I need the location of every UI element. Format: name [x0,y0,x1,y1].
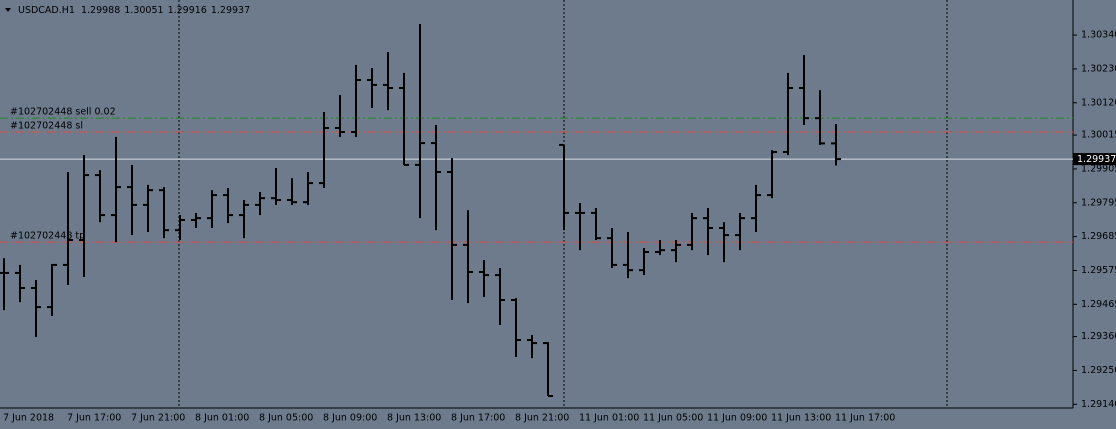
header-close: 1.29937 [211,5,250,16]
order-label: #102702448 sl [10,121,83,132]
x-tick-label: 11 Jun 01:00 [579,413,639,424]
x-tick-label: 11 Jun 09:00 [707,413,767,424]
x-tick-label: 11 Jun 17:00 [835,413,895,424]
x-tick-label: 11 Jun 05:00 [643,413,703,424]
y-tick-label: 1.29360 [1081,331,1116,342]
y-tick-label: 1.30015 [1081,130,1116,141]
bid-tag [1073,153,1116,166]
x-tick-label: 7 Jun 17:00 [67,413,121,424]
y-tick-label: 1.29795 [1081,197,1116,208]
y-tick-label: 1.29250 [1081,365,1116,376]
order-label: #102702448 sell 0.02 [10,107,116,118]
menu-arrow[interactable] [5,8,11,12]
header: USDCAD.H1 1.29988 1.30051 1.29916 1.29937 [18,5,250,16]
y-tick-label: 1.29905 [1081,163,1116,174]
header-high: 1.30051 [124,5,163,16]
y-tick-label: 1.30340 [1081,30,1116,41]
bid-label: 1.29937 [1077,154,1116,165]
x-tick-label: 8 Jun 01:00 [195,413,249,424]
x-tick-label: 7 Jun 2018 [3,413,54,424]
x-tick-label: 8 Jun 13:00 [387,413,441,424]
y-tick-label: 1.29140 [1081,399,1116,410]
header-open: 1.29988 [81,5,120,16]
x-tick-label: 8 Jun 17:00 [451,413,505,424]
symbol: USDCAD.H1 [18,5,75,16]
x-tick-label: 11 Jun 13:00 [771,413,831,424]
y-tick-label: 1.30120 [1081,97,1116,108]
x-tick-label: 7 Jun 21:00 [131,413,185,424]
order-label: #102702448 tp [10,231,85,242]
y-tick-label: 1.29465 [1081,299,1116,310]
x-tick-label: 8 Jun 21:00 [515,413,569,424]
header-low: 1.29916 [168,5,207,16]
y-tick-label: 1.30230 [1081,63,1116,74]
y-tick-label: 1.29685 [1081,231,1116,242]
x-tick-label: 8 Jun 09:00 [323,413,377,424]
y-tick-label: 1.29575 [1081,265,1116,276]
x-tick-label: 8 Jun 05:00 [259,413,313,424]
